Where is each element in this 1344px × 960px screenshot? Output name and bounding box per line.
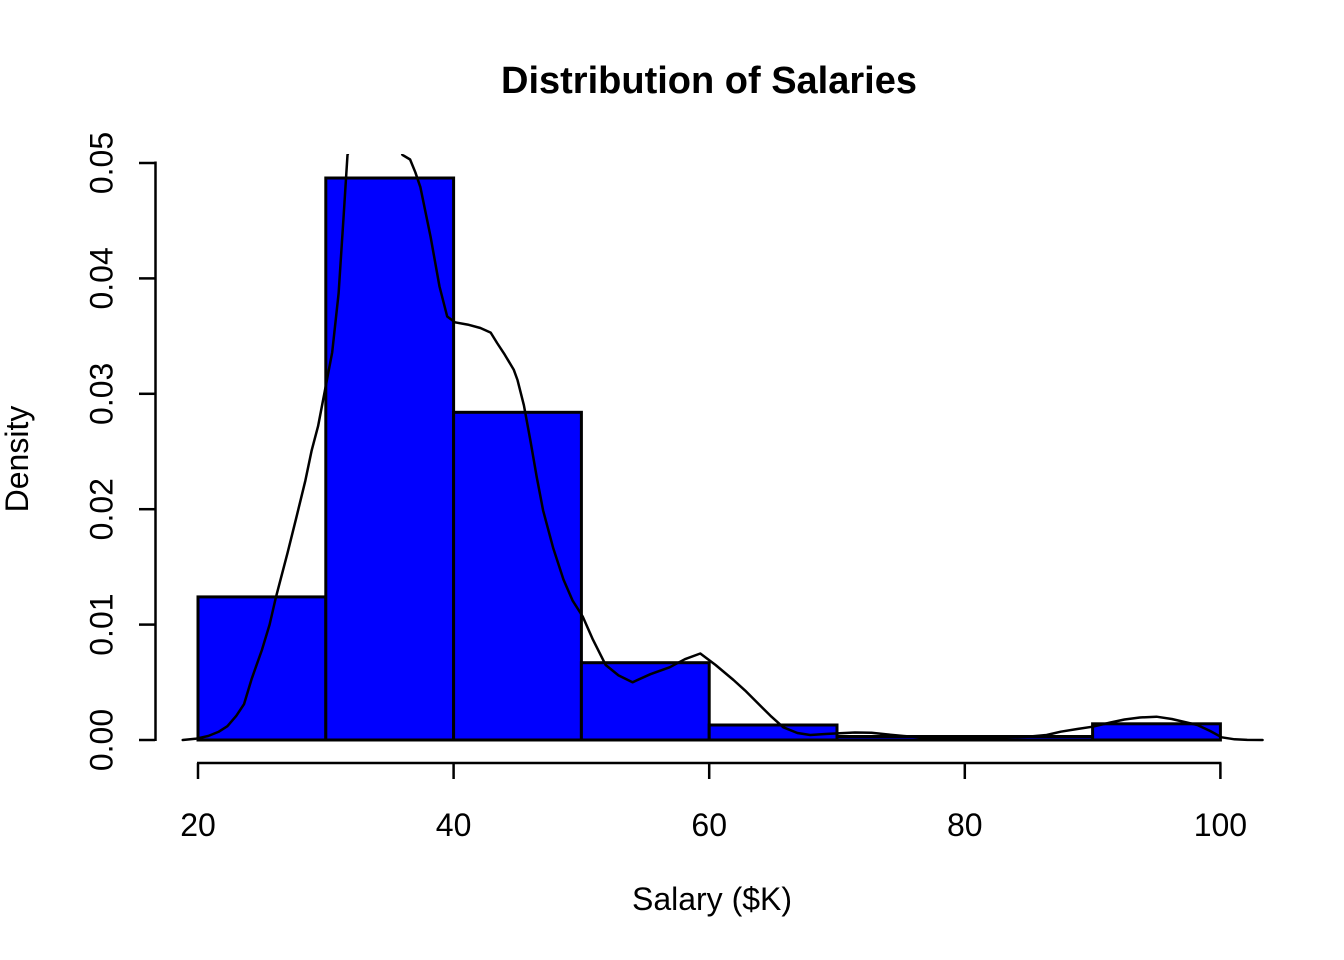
histogram-bar-20-30: [196, 595, 328, 742]
density-curve-line: [181, 154, 1264, 742]
y-axis-tick-label-0.05: 0.05: [83, 132, 119, 194]
density-curve: [181, 154, 1264, 742]
x-axis-tick-label-60: 60: [691, 807, 727, 843]
chart-title: Distribution of Salaries: [501, 60, 917, 102]
x-axis-tick-label-20: 20: [180, 807, 216, 843]
x-axis-title: Salary ($K): [632, 881, 792, 917]
y-axis-tick-label-0.03: 0.03: [83, 363, 119, 425]
y-axis-tick-label-0.04: 0.04: [83, 247, 119, 309]
histogram-bars: [196, 176, 1222, 742]
x-axis: 20 40 60 80 100: [180, 761, 1247, 843]
histogram-bar-90-100: [1091, 722, 1222, 742]
histogram-bar-30-40: [324, 176, 456, 742]
x-axis-tick-label-80: 80: [947, 807, 983, 843]
y-axis: 0.00 0.01 0.02 0.03 0.04 0.05: [83, 132, 157, 771]
y-axis-tick-label-0.01: 0.01: [83, 593, 119, 655]
histogram-bar-40-50: [452, 410, 583, 742]
y-axis-tick-label-0.00: 0.00: [83, 709, 119, 771]
histogram-bar-60-70: [707, 723, 839, 742]
histogram-bar-50-60: [579, 661, 711, 742]
x-axis-tick-label-100: 100: [1194, 807, 1247, 843]
x-axis-tick-label-40: 40: [436, 807, 472, 843]
y-axis-title: Density: [0, 406, 35, 513]
y-axis-tick-label-0.02: 0.02: [83, 478, 119, 540]
